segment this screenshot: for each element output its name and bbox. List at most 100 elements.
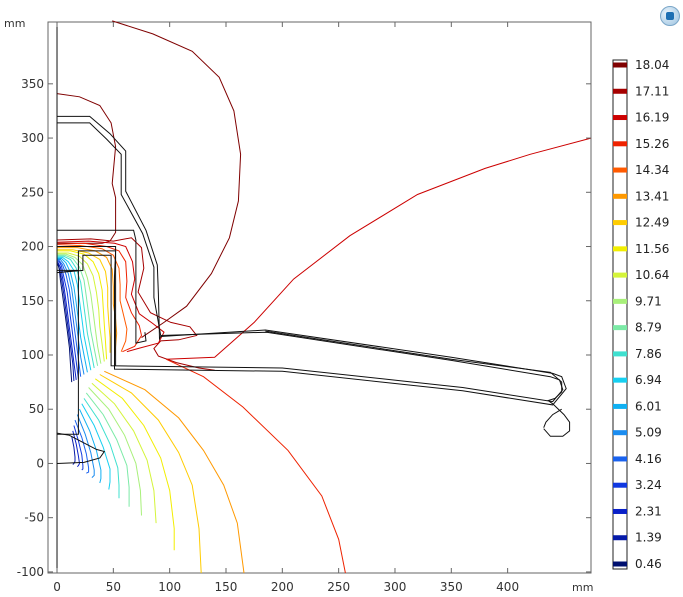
colorbar-swatch — [613, 561, 627, 567]
x-tick-label: 400 — [496, 580, 519, 594]
contour-line — [56, 93, 117, 244]
y-tick-label: 150 — [21, 294, 44, 308]
colorbar-label: 0.46 — [635, 557, 662, 571]
contour-line — [56, 237, 215, 371]
geometry-insulator — [57, 269, 79, 435]
colorbar-label: 2.31 — [635, 504, 662, 518]
colorbar-swatch — [613, 351, 627, 357]
colorbar-swatch — [613, 88, 627, 94]
colorbar-swatch — [613, 141, 627, 147]
colorbar-label: 17.11 — [635, 84, 669, 98]
colorbar-label: 3.24 — [635, 478, 662, 492]
colorbar-label: 12.49 — [635, 216, 669, 230]
contour-line — [71, 436, 76, 465]
contour-line — [57, 250, 108, 360]
contour-line — [74, 419, 90, 474]
geometry-top-electrode-inner — [56, 122, 564, 403]
contour-line — [79, 408, 102, 484]
geometry-inner-step — [57, 246, 117, 366]
x-tick-label: 200 — [271, 580, 294, 594]
geometry-flange — [265, 330, 571, 437]
colorbar-swatch — [613, 482, 627, 488]
y-tick-label: -100 — [17, 565, 44, 579]
contour-line — [73, 425, 84, 471]
contour-line — [57, 264, 73, 383]
contour-line — [85, 392, 130, 507]
colorbar-frame — [612, 59, 628, 570]
y-tick-label: 300 — [21, 131, 44, 145]
x-tick-label: 50 — [106, 580, 121, 594]
contour-line — [57, 254, 99, 366]
contour-line — [104, 370, 245, 574]
colorbar-label: 6.94 — [635, 373, 662, 387]
colorbar-swatch — [613, 430, 627, 436]
colorbar-label: 4.16 — [635, 452, 662, 466]
colorbar-swatch — [613, 246, 627, 252]
x-tick-label: 150 — [215, 580, 238, 594]
geometry-outlines — [56, 22, 571, 573]
contour-line — [57, 247, 118, 358]
y-tick-label: -50 — [24, 511, 44, 525]
contour-line — [166, 358, 346, 574]
geometry-top-electrode — [56, 115, 567, 406]
geometry-shield — [57, 229, 147, 344]
contour-line — [57, 255, 95, 369]
colorbar-label: 14.34 — [635, 163, 669, 177]
contour-line — [57, 261, 79, 379]
axes: 0 50 100 150 200 250 300 350 400 -100 -50 0 50 100 150… — [17, 22, 591, 594]
colorbar-swatch — [613, 403, 627, 409]
colorbar-swatch — [613, 298, 627, 304]
colorbar-swatch — [613, 272, 627, 278]
x-tick-label: 250 — [327, 580, 350, 594]
contour-line — [166, 137, 592, 360]
contour-line — [56, 244, 128, 352]
app-icon[interactable] — [660, 6, 680, 26]
contour-line — [88, 387, 142, 516]
colorbar-legend: 18.04 17.11 16.19 15.26 14.34 13.41 12.49 11.56… — [612, 58, 669, 571]
contour-line — [57, 259, 85, 375]
y-tick-label: 50 — [29, 402, 44, 416]
contour-line — [72, 430, 81, 468]
contour-line — [57, 262, 77, 380]
colorbar-label: 8.79 — [635, 321, 662, 335]
colorbar-swatch — [613, 167, 627, 173]
y-tick-label: 0 — [36, 456, 44, 470]
colorbar-swatch — [613, 325, 627, 331]
colorbar-label: 18.04 — [635, 58, 669, 72]
contour-line — [57, 253, 102, 364]
y-tick-label: 100 — [21, 348, 44, 362]
colorbar-swatch — [613, 377, 627, 383]
contour-line — [83, 398, 120, 499]
y-tick-label: 250 — [21, 185, 44, 199]
y-tick-label: 200 — [21, 240, 44, 254]
colorbar-label: 5.09 — [635, 426, 662, 440]
x-tick-label: 0 — [53, 580, 61, 594]
colorbar-label: 15.26 — [635, 137, 669, 151]
x-unit-label: mm — [572, 581, 593, 594]
colorbar-swatch — [613, 535, 627, 541]
contour-line — [57, 252, 105, 362]
x-tick-label: 300 — [384, 580, 407, 594]
colorbar-label: 10.64 — [635, 268, 669, 282]
colorbar-label: 7.86 — [635, 347, 662, 361]
contour-line — [91, 382, 157, 524]
colorbar-label: 13.41 — [635, 189, 669, 203]
contour-line — [57, 258, 88, 373]
colorbar-swatch — [613, 62, 627, 68]
colorbar-label: 16.19 — [635, 111, 669, 125]
colorbar-swatch — [613, 456, 627, 462]
colorbar-label: 11.56 — [635, 242, 669, 256]
contour-line — [76, 414, 95, 478]
colorbar-swatch — [613, 220, 627, 226]
contour-line — [56, 242, 143, 353]
colorbar-label: 9.71 — [635, 294, 662, 308]
geometry-rim — [543, 408, 562, 428]
contour-line — [57, 260, 82, 377]
y-tick-label: 350 — [21, 77, 44, 91]
contour-line — [81, 403, 111, 490]
colorbar-label: 1.39 — [635, 531, 662, 545]
colorbar-swatch — [613, 115, 627, 121]
x-tick-label: 100 — [158, 580, 181, 594]
contour-line — [56, 240, 165, 353]
